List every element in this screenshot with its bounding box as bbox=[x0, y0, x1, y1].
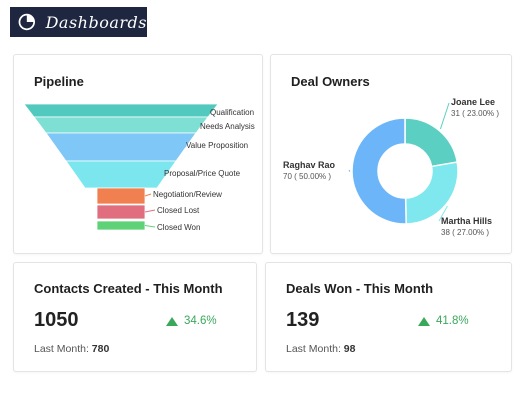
funnel-label: Closed Lost bbox=[157, 206, 200, 215]
deal-owners-title: Deal Owners bbox=[291, 74, 370, 89]
donut-label-name: Raghav Rao bbox=[283, 160, 336, 170]
pipeline-card: Pipeline Qualification Needs Analysis Valu… bbox=[13, 54, 263, 254]
pipeline-title: Pipeline bbox=[34, 74, 84, 89]
funnel-stage-3[interactable] bbox=[45, 132, 197, 162]
funnel-leader-line bbox=[144, 193, 152, 197]
contacts-last-month: Last Month: 780 bbox=[34, 343, 109, 355]
arrow-up-icon bbox=[166, 316, 178, 326]
donut-label-detail: 38 ( 27.00% ) bbox=[441, 228, 489, 237]
funnel-leader-line bbox=[207, 110, 214, 113]
deals-change-value: 41.8% bbox=[436, 315, 469, 327]
funnel-stage-1[interactable] bbox=[23, 103, 219, 118]
donut-label-name: Joane Lee bbox=[451, 97, 495, 107]
funnel-stage-6[interactable] bbox=[96, 204, 146, 220]
deal-owners-card: Deal Owners Joane Lee 31 ( 23.00% ) Martha… bbox=[270, 54, 512, 254]
funnel-leader-line bbox=[161, 172, 167, 175]
deals-won-value: 139 bbox=[286, 309, 320, 331]
funnel-label: Value Proposition bbox=[186, 141, 248, 150]
funnel-label: Proposal/Price Quote bbox=[164, 169, 241, 178]
funnel-leader-line bbox=[183, 144, 187, 148]
deals-last-value: 98 bbox=[343, 343, 356, 355]
funnel-leader-line bbox=[144, 209, 156, 213]
funnel-label: Needs Analysis bbox=[200, 122, 255, 131]
contacts-last-label: Last Month: bbox=[34, 343, 89, 355]
funnel-stage-2[interactable] bbox=[33, 116, 209, 134]
donut-label-name: Martha Hills bbox=[441, 216, 492, 226]
donut-slice-raghav-rao[interactable] bbox=[351, 117, 407, 225]
deals-last-label: Last Month: bbox=[286, 343, 341, 355]
arrow-up-icon bbox=[418, 316, 430, 326]
donut-label-detail: 70 ( 50.00% ) bbox=[283, 172, 331, 181]
dashboards-header: Dashboards bbox=[10, 7, 147, 37]
funnel-stage-4[interactable] bbox=[65, 160, 177, 189]
contacts-change-value: 34.6% bbox=[184, 315, 217, 327]
deal-owners-donut-chart: Joane Lee 31 ( 23.00% ) Martha Hills 38 ( 2… bbox=[283, 97, 499, 237]
donut-slice-joane-lee[interactable] bbox=[404, 117, 459, 168]
funnel-leader-line bbox=[197, 124, 203, 127]
deals-won-title: Deals Won - This Month bbox=[286, 281, 434, 296]
dashboards-title: Dashboards bbox=[45, 12, 147, 32]
funnel-stage-7[interactable] bbox=[96, 220, 146, 231]
donut-leader-line bbox=[438, 205, 448, 222]
donut-leader-line bbox=[439, 102, 450, 130]
contacts-created-value: 1050 bbox=[34, 309, 79, 331]
funnel-label: Closed Won bbox=[157, 223, 200, 232]
funnel-label: Qualification bbox=[210, 108, 254, 117]
contacts-created-title: Contacts Created - This Month bbox=[34, 281, 223, 296]
funnel-leader-line bbox=[144, 225, 156, 228]
funnel-stage-5[interactable] bbox=[96, 187, 146, 205]
pie-chart-icon bbox=[18, 13, 36, 31]
pipeline-funnel-chart: Qualification Needs Analysis Value Proposi… bbox=[23, 103, 255, 232]
contacts-change-badge: 34.6% bbox=[166, 315, 217, 327]
contacts-last-value: 780 bbox=[91, 343, 110, 355]
funnel-label: Negotiation/Review bbox=[153, 190, 222, 199]
deals-won-card: Deals Won - This Month 139 41.8% Last Mo… bbox=[265, 262, 512, 372]
deals-change-badge: 41.8% bbox=[418, 315, 469, 327]
donut-label-detail: 31 ( 23.00% ) bbox=[451, 109, 499, 118]
donut-slice-martha-hills[interactable] bbox=[404, 161, 459, 225]
deals-last-month: Last Month: 98 bbox=[286, 343, 355, 355]
donut-leader-line bbox=[348, 169, 351, 172]
contacts-created-card: Contacts Created - This Month 1050 34.6%… bbox=[13, 262, 257, 372]
